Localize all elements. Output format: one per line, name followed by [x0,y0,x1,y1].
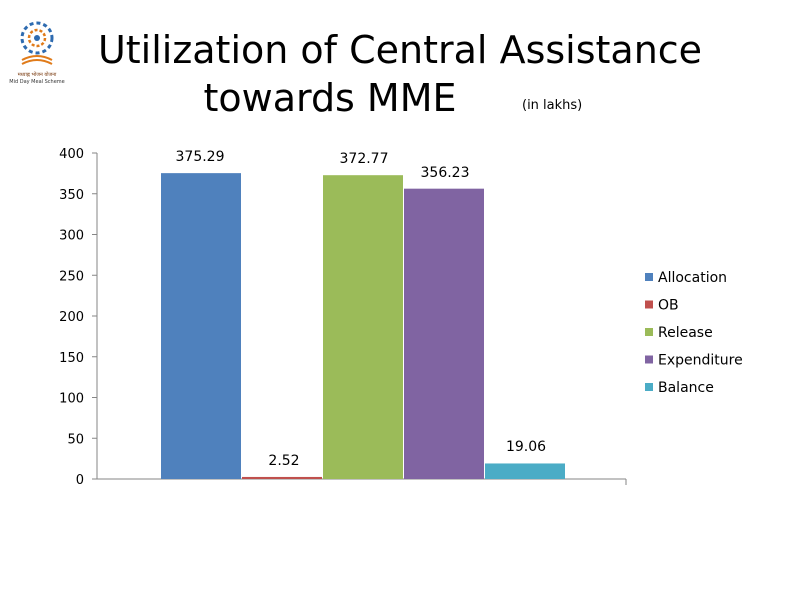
legend-label-balance: Balance [658,380,714,396]
legend-swatch-ob [645,300,653,309]
mid-day-meal-logo: मध्याह्न भोजन योजना Mid Day Meal Scheme [6,14,68,92]
logo-text-hindi: मध्याह्न भोजन योजना [17,72,57,78]
y-tick-label: 300 [59,229,84,244]
y-tick-label: 0 [76,473,84,488]
bar-expenditure [404,188,484,479]
bar-ob [242,476,322,479]
legend-label-expenditure: Expenditure [658,353,743,369]
logo-text-english: Mid Day Meal Scheme [9,79,65,85]
legend-swatch-release [645,328,653,336]
chart-title-line2: towards MME [203,76,457,120]
legend-label-release: Release [658,325,713,341]
y-tick-label: 100 [59,392,84,407]
data-label-allocation: 375.29 [176,149,225,165]
chart-title-line1: Utilization of Central Assistance [97,28,703,72]
logo-emblem-icon [20,21,54,65]
bar-balance [485,463,565,479]
legend-swatch-allocation [645,273,653,281]
legend-swatch-expenditure [645,355,653,364]
data-label-ob: 2.52 [268,453,299,469]
bar-release [323,175,403,479]
data-label-balance: 19.06 [506,439,546,455]
chart-unit-label: (in lakhs) [522,98,583,113]
bar-allocation [161,173,241,479]
legend-swatch-balance [645,383,653,391]
y-tick-label: 200 [59,310,84,325]
data-label-expenditure: 356.23 [421,165,470,181]
data-label-release: 372.77 [340,151,389,167]
y-tick-label: 400 [59,147,84,162]
y-tick-label: 250 [59,269,84,284]
y-tick-label: 50 [67,432,84,447]
legend-label-ob: OB [658,298,679,314]
legend-label-allocation: Allocation [658,270,727,286]
y-tick-label: 350 [59,188,84,203]
y-tick-label: 150 [59,351,84,366]
